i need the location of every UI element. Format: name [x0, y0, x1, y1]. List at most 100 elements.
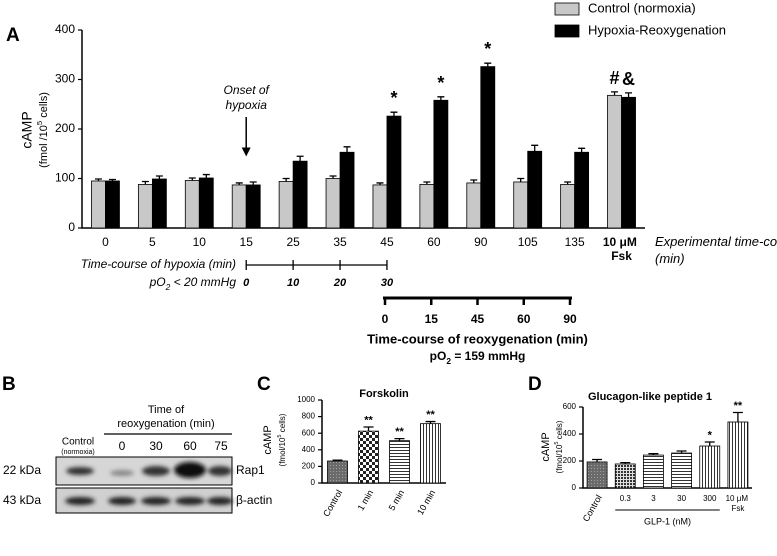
timeline-tick-label: 60 — [517, 312, 531, 326]
bar — [420, 423, 441, 484]
bar — [433, 99, 449, 229]
significance-label: * — [708, 429, 713, 441]
y-tick-label: 0 — [68, 220, 75, 234]
x-tick-label: 3 — [651, 494, 656, 503]
x-tick-label: Control — [321, 488, 344, 518]
timeline-tick-label: 90 — [563, 312, 577, 326]
error-bar — [732, 411, 743, 422]
x-tick-label: 105 — [518, 235, 538, 249]
x-tick-label: 10 μM Fsk — [726, 494, 751, 513]
y-tick-label: 300 — [55, 72, 75, 86]
error-bar — [188, 177, 196, 181]
y-tick-label: 0 — [572, 483, 577, 492]
x-tick-label: 5 min — [387, 488, 407, 512]
bar — [607, 94, 622, 229]
y-tick-label: 200 — [55, 121, 75, 135]
timeline-label: Time-course of hypoxia (min) — [81, 257, 236, 271]
y-axis-label: cAMP — [262, 425, 274, 454]
lane-label: 30 — [149, 439, 163, 453]
y-tick-label: 600 — [302, 428, 316, 437]
error-bar — [625, 92, 633, 98]
annotation: Onset of — [224, 83, 271, 97]
blot-protein: β-actin — [236, 493, 272, 507]
significance-label: * — [390, 88, 397, 108]
text-part: 5 — [277, 434, 283, 437]
error-bar — [423, 181, 431, 185]
bar — [586, 461, 608, 489]
y-axis-label: (fmol/105 cells) — [554, 420, 564, 473]
bar — [292, 160, 308, 229]
error-bar — [611, 91, 619, 96]
text-part: cells) — [38, 92, 50, 121]
chart-title: Glucagon-like peptide 1 — [588, 391, 712, 403]
error-bar — [390, 111, 398, 117]
annotation: hypoxia — [226, 98, 268, 112]
y-tick-label: 400 — [563, 429, 577, 438]
panel-letter: C — [257, 374, 271, 395]
error-bar — [332, 459, 343, 462]
bar — [386, 115, 402, 229]
error-bar — [141, 180, 149, 185]
text-part: = 159 mmHg — [451, 349, 525, 363]
bar — [574, 151, 590, 229]
x-tick-label: 10 μM Fsk — [603, 235, 640, 263]
bar — [513, 181, 529, 229]
y-tick-label: 1000 — [297, 395, 315, 404]
panel-letter: B — [2, 374, 16, 395]
x-tick-label: 135 — [565, 235, 585, 249]
error-bar — [94, 178, 102, 181]
blot-header: Time of — [148, 404, 185, 416]
x-axis-label: Experimental time-course (min) — [655, 234, 777, 266]
bar — [198, 177, 214, 229]
bar — [643, 454, 664, 489]
blot-bands — [65, 462, 233, 505]
bar — [278, 181, 294, 229]
timeline-tick-label: 0 — [243, 277, 250, 289]
text-part: 5 — [35, 121, 44, 125]
chart-title: Forskolin — [359, 388, 409, 400]
y-tick-label: 100 — [55, 171, 75, 185]
y-tick-label: 400 — [302, 445, 316, 454]
text-part: (fmol /10 — [38, 125, 50, 168]
error-bar — [676, 450, 687, 454]
error-bar — [592, 458, 603, 462]
x-tick-label: 25 — [286, 235, 300, 249]
significance-label: ** — [734, 400, 743, 412]
bar — [325, 178, 341, 229]
error-bar — [108, 178, 116, 181]
lane-label: 0 — [119, 439, 126, 453]
legend-label: Hypoxia-Reoxygenation — [588, 22, 726, 37]
panel-letter: D — [528, 374, 542, 395]
x-tick-label: 15 — [240, 235, 254, 249]
x-tick-label: 0 — [102, 235, 109, 249]
significance-label: * — [437, 73, 444, 93]
bar — [560, 184, 576, 229]
bar — [466, 182, 482, 229]
text-part: 2 — [165, 282, 171, 292]
text-part: 2 — [446, 356, 451, 366]
y-axis-label: (fmol /105 cells) — [35, 92, 50, 168]
x-tick-label: 10 min — [415, 488, 437, 516]
blot-control-label: Control — [62, 437, 94, 448]
lane-label: 60 — [183, 439, 197, 453]
error-bar — [578, 147, 586, 153]
timeline-tick-label: 0 — [382, 312, 389, 326]
significance-label: * — [484, 39, 491, 59]
error-bar — [484, 62, 492, 67]
bar — [105, 180, 120, 229]
timeline-tick-label: 45 — [471, 312, 485, 326]
error-bar — [564, 181, 572, 185]
x-tick-label: Control — [581, 493, 604, 523]
error-bar — [704, 441, 715, 447]
bar — [419, 184, 435, 229]
y-tick-label: 400 — [55, 22, 75, 36]
timeline-tick-label: 20 — [333, 277, 347, 289]
bar — [91, 180, 106, 229]
error-bar — [425, 420, 436, 424]
x-tick-label: 10 — [193, 235, 207, 249]
error-bar — [394, 437, 405, 441]
timeline-tick-label: 15 — [425, 312, 439, 326]
legend-swatch — [554, 2, 580, 16]
timeline-tick-label: 30 — [381, 277, 394, 289]
y-axis-label: cAMP — [19, 111, 35, 148]
